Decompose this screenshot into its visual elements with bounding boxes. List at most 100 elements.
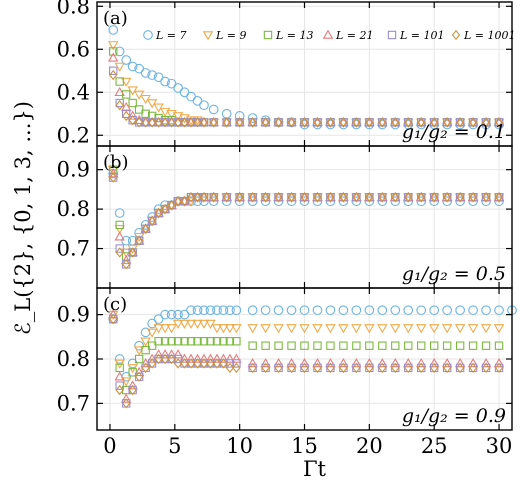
data-point	[313, 362, 322, 374]
data-point	[120, 77, 132, 87]
data-point	[417, 117, 426, 128]
data-point	[494, 192, 504, 203]
data-point	[167, 353, 176, 365]
data-point	[159, 107, 171, 118]
y-tick-label: 0.7	[57, 237, 90, 261]
data-point	[378, 362, 387, 374]
data-point	[199, 100, 209, 111]
data-point	[225, 305, 235, 316]
data-point	[286, 196, 297, 207]
data-point	[326, 341, 335, 350]
legend-marker	[202, 31, 214, 41]
data-point	[377, 358, 388, 368]
data-point	[212, 337, 222, 346]
data-point	[338, 196, 349, 207]
data-point	[180, 358, 189, 369]
data-point	[247, 305, 258, 316]
data-point	[147, 111, 157, 121]
data-point	[115, 99, 124, 111]
data-point	[193, 337, 202, 346]
data-point	[390, 196, 401, 207]
data-point	[135, 235, 144, 246]
data-point	[404, 363, 413, 373]
data-point	[468, 341, 478, 350]
data-point	[443, 362, 452, 374]
data-point	[442, 196, 453, 207]
legend-marker	[143, 30, 153, 40]
x-tick-label: 0	[103, 434, 116, 458]
data-point	[378, 117, 387, 128]
data-point	[481, 362, 491, 374]
data-point	[128, 384, 137, 396]
data-point	[199, 358, 209, 369]
data-point	[326, 117, 335, 128]
data-point	[186, 91, 196, 102]
data-point	[430, 362, 439, 374]
data-point	[198, 319, 210, 329]
data-point	[247, 113, 258, 123]
series-l1001	[109, 172, 504, 270]
data-point	[121, 235, 132, 246]
data-point	[468, 362, 478, 374]
data-point	[109, 66, 118, 75]
data-point	[154, 117, 163, 128]
data-point	[352, 362, 361, 374]
data-point	[160, 353, 170, 365]
data-point	[390, 305, 401, 316]
y-tick-label: 0.9	[57, 158, 90, 182]
y-tick-label: 0.8	[57, 347, 90, 371]
data-point	[211, 324, 223, 334]
data-point	[221, 108, 232, 119]
data-point	[274, 192, 283, 203]
data-point	[339, 192, 348, 203]
data-point	[261, 341, 270, 350]
data-point	[173, 309, 183, 320]
data-point	[338, 358, 349, 368]
data-point	[166, 309, 177, 320]
data-point	[234, 111, 245, 121]
data-point	[391, 341, 400, 350]
data-point	[193, 192, 202, 203]
series-l7	[108, 305, 517, 382]
data-point	[114, 46, 125, 57]
data-point	[199, 337, 209, 346]
data-point	[312, 324, 323, 334]
data-point	[120, 393, 132, 403]
data-point	[234, 196, 245, 207]
data-point	[172, 319, 184, 329]
ratio-label: g₁/g₂ = 0.5	[402, 263, 506, 285]
data-point	[120, 377, 132, 387]
data-point	[299, 324, 310, 334]
y-axis-label: ℰ_L({2}, {0, 1, 3, ...})	[11, 101, 35, 335]
data-point	[225, 362, 235, 374]
data-point	[186, 337, 196, 346]
data-point	[365, 192, 374, 203]
data-point	[247, 358, 258, 368]
series-l21	[107, 52, 505, 127]
data-point	[179, 353, 190, 363]
data-point	[300, 341, 309, 350]
data-point	[274, 362, 283, 374]
data-point	[468, 117, 478, 128]
data-point	[352, 192, 361, 203]
panel-label: (c)	[103, 294, 127, 315]
data-point	[147, 215, 157, 227]
data-point	[441, 324, 453, 334]
data-point	[224, 353, 236, 363]
data-point	[261, 117, 270, 128]
data-point	[141, 223, 150, 235]
data-point	[417, 341, 426, 350]
data-point	[455, 362, 465, 374]
data-point	[352, 341, 361, 350]
series-l13	[109, 314, 504, 395]
data-point	[287, 341, 296, 350]
data-point	[224, 324, 236, 334]
data-point	[287, 363, 296, 373]
data-point	[154, 337, 163, 346]
data-point	[208, 196, 219, 207]
data-point	[480, 358, 492, 368]
series-l9	[107, 165, 505, 258]
data-point	[455, 305, 465, 316]
data-point	[107, 52, 119, 62]
data-point	[199, 192, 209, 203]
